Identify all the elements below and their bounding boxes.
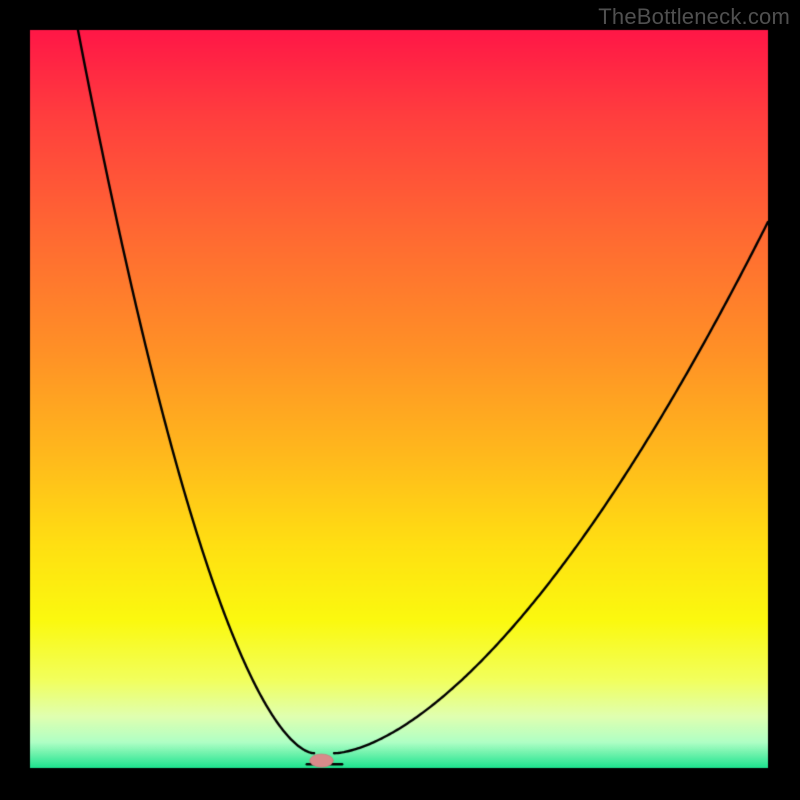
- watermark-label: TheBottleneck.com: [598, 4, 790, 30]
- bottleneck-chart-canvas: [0, 0, 800, 800]
